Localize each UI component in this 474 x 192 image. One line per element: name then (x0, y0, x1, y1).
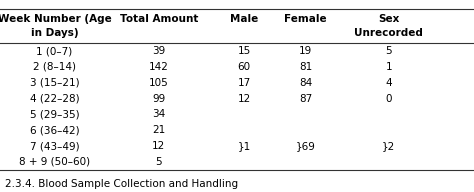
Text: 7 (43–49): 7 (43–49) (30, 141, 79, 151)
Text: 6 (36–42): 6 (36–42) (30, 125, 79, 135)
Text: 5: 5 (155, 157, 162, 167)
Text: Sex: Sex (378, 14, 400, 24)
Text: 15: 15 (237, 46, 251, 56)
Text: 39: 39 (152, 46, 165, 56)
Text: 2 (8–14): 2 (8–14) (33, 62, 76, 72)
Text: Unrecorded: Unrecorded (354, 28, 423, 38)
Text: 105: 105 (149, 78, 169, 88)
Text: 8 + 9 (50–60): 8 + 9 (50–60) (19, 157, 90, 167)
Text: 1 (0–7): 1 (0–7) (36, 46, 73, 56)
Text: 142: 142 (149, 62, 169, 72)
Text: 99: 99 (152, 94, 165, 104)
Text: 12: 12 (152, 141, 165, 151)
Text: Female: Female (284, 14, 327, 24)
Text: 12: 12 (237, 94, 251, 104)
Text: Week Number (Age: Week Number (Age (0, 14, 111, 24)
Text: 5 (29–35): 5 (29–35) (30, 109, 79, 119)
Text: in Days): in Days) (31, 28, 78, 38)
Text: 4: 4 (385, 78, 392, 88)
Text: 19: 19 (299, 46, 312, 56)
Text: 5: 5 (385, 46, 392, 56)
Text: 81: 81 (299, 62, 312, 72)
Text: 2.3.4. Blood Sample Collection and Handling: 2.3.4. Blood Sample Collection and Handl… (5, 179, 238, 189)
Text: 21: 21 (152, 125, 165, 135)
Text: 84: 84 (299, 78, 312, 88)
Text: 17: 17 (237, 78, 251, 88)
Text: 34: 34 (152, 109, 165, 119)
Text: 0: 0 (385, 94, 392, 104)
Text: }1: }1 (237, 141, 251, 151)
Text: 1: 1 (385, 62, 392, 72)
Text: 4 (22–28): 4 (22–28) (30, 94, 79, 104)
Text: }69: }69 (296, 141, 316, 151)
Text: 87: 87 (299, 94, 312, 104)
Text: 60: 60 (237, 62, 251, 72)
Text: }2: }2 (382, 141, 395, 151)
Text: Male: Male (230, 14, 258, 24)
Text: Total Amount: Total Amount (119, 14, 198, 24)
Text: 3 (15–21): 3 (15–21) (30, 78, 79, 88)
